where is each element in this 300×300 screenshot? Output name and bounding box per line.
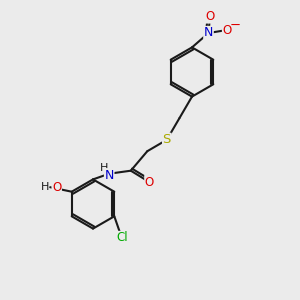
Text: O: O	[206, 10, 214, 23]
Text: O: O	[223, 23, 232, 37]
Text: O: O	[52, 181, 61, 194]
Text: H: H	[100, 163, 108, 173]
Text: S: S	[163, 133, 171, 146]
Text: N: N	[204, 26, 213, 40]
Text: Cl: Cl	[116, 231, 128, 244]
Text: −: −	[230, 19, 241, 32]
Text: H: H	[40, 182, 49, 192]
Text: O: O	[145, 176, 154, 189]
Text: N: N	[104, 169, 114, 182]
